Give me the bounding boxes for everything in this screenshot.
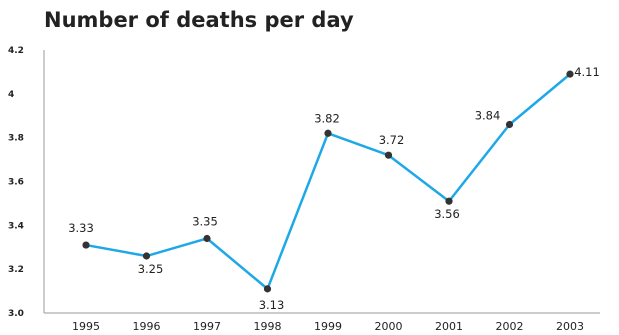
y-tick-label: 3.4 — [8, 221, 24, 231]
data-point — [142, 252, 151, 260]
x-tick-label: 1997 — [193, 320, 221, 333]
data-label: 3.35 — [192, 214, 218, 228]
data-labels-group: 3.33 3.25 3.35 3.13 3.82 3.72 3.56 3.84 4.11 — [68, 65, 600, 312]
y-axis-group: 3.0 3.2 3.4 3.6 3.8 4 4.2 — [8, 46, 45, 319]
y-tick-label: 4.2 — [8, 46, 24, 56]
data-label: 4.11 — [574, 65, 600, 79]
data-point — [263, 285, 272, 293]
x-tick-label: 2000 — [375, 320, 403, 333]
series-line — [85, 73, 571, 291]
series-group — [82, 70, 574, 293]
data-point — [505, 120, 514, 129]
data-label: 3.82 — [314, 111, 340, 125]
x-tick-label: 1999 — [314, 320, 342, 333]
data-label: 3.25 — [138, 262, 164, 276]
data-label: 3.72 — [379, 133, 405, 147]
data-label: 3.56 — [434, 207, 460, 221]
data-point — [566, 70, 574, 78]
x-tick-label: 1996 — [133, 320, 161, 333]
x-tick-label: 1998 — [254, 320, 282, 333]
y-tick-label: 3.0 — [8, 309, 24, 319]
x-tick-label: 2002 — [496, 320, 524, 333]
data-point — [324, 129, 332, 137]
chart-title: Number of deaths per day — [44, 8, 354, 32]
data-point — [203, 234, 211, 243]
y-tick-label: 3.6 — [8, 178, 24, 188]
data-point — [82, 241, 90, 249]
y-tick-label: 3.8 — [8, 134, 24, 144]
data-label: 3.33 — [68, 221, 94, 235]
data-label: 3.13 — [259, 298, 285, 312]
x-tick-label: 2003 — [556, 320, 584, 333]
y-tick-label: 3.2 — [8, 265, 24, 275]
data-point — [384, 151, 393, 159]
x-axis-group: 1995 1996 1997 1998 1999 2000 2001 2002 2003 — [44, 312, 600, 333]
data-point — [445, 197, 453, 205]
x-tick-label: 1995 — [72, 320, 100, 333]
x-tick-label: 2001 — [435, 320, 463, 333]
data-label: 3.84 — [475, 109, 501, 123]
y-tick-label: 4 — [8, 90, 14, 100]
